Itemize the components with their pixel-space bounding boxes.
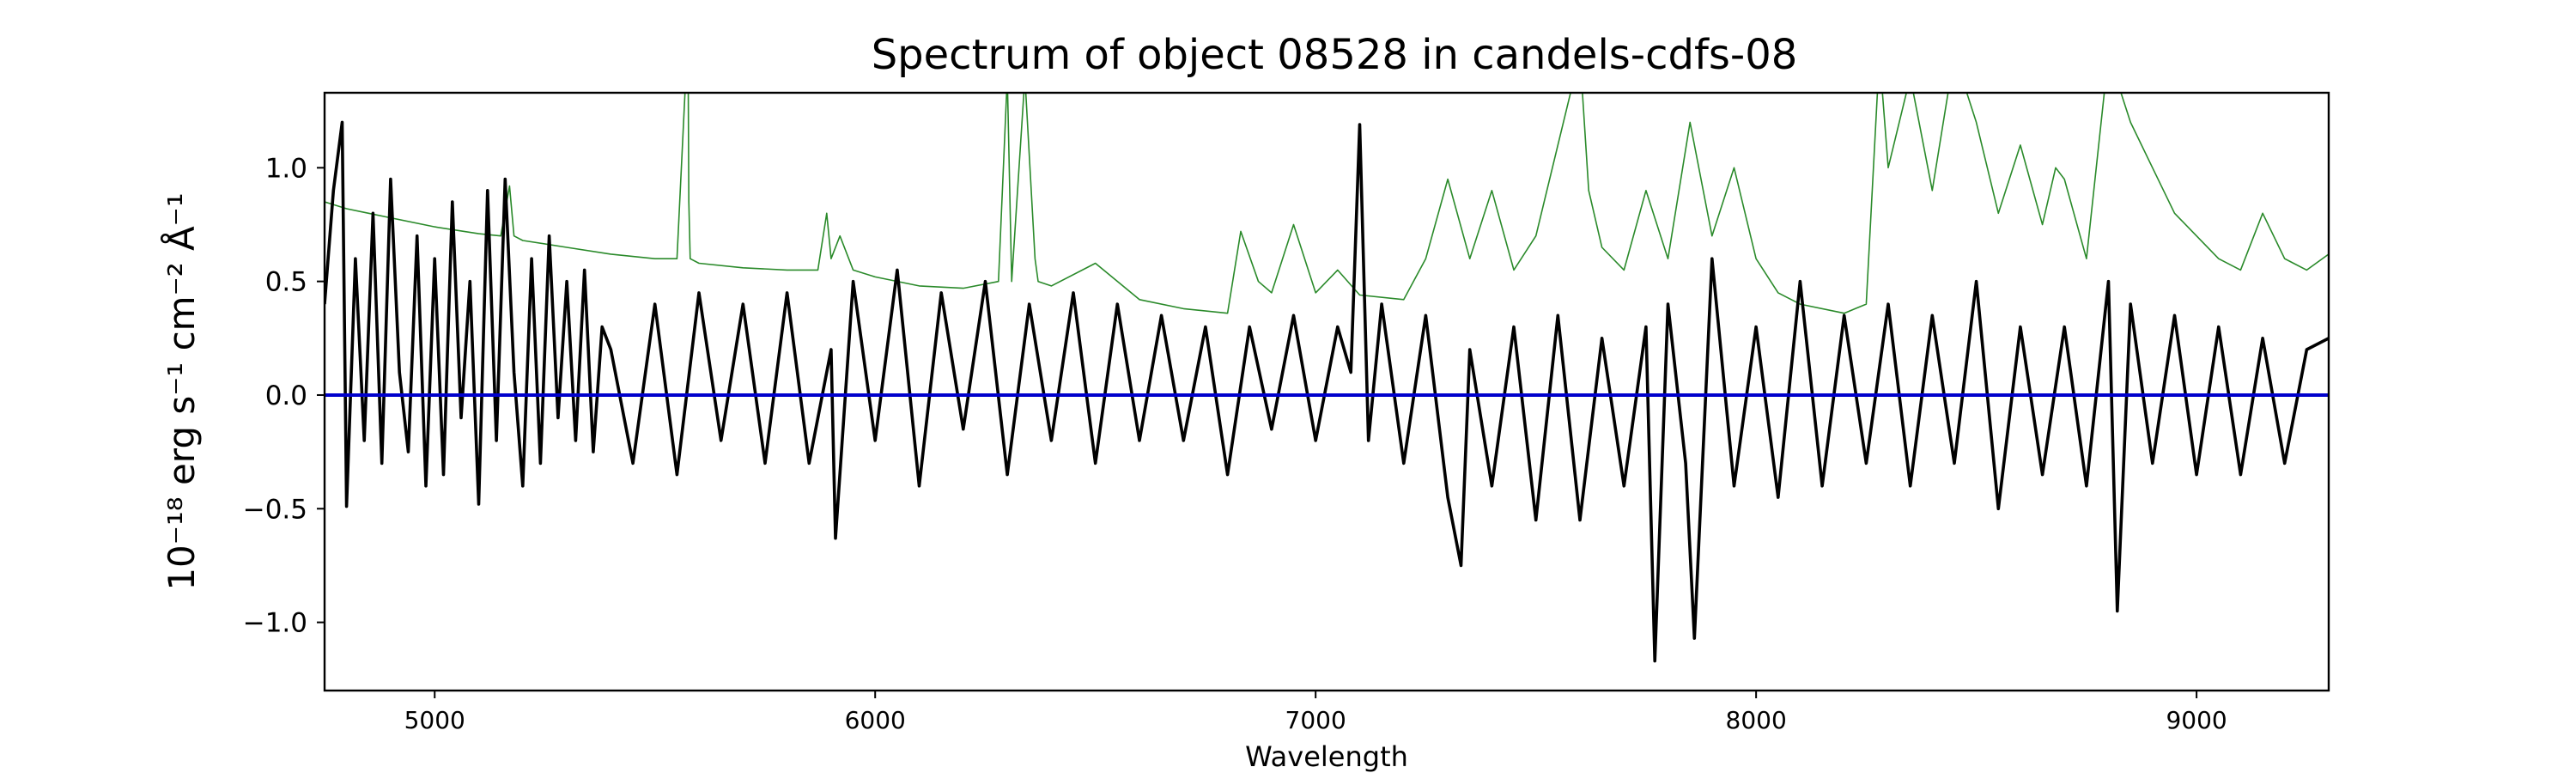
y-tick-label: 0.5: [265, 267, 307, 298]
x-tick-label: 6000: [845, 706, 906, 734]
y-axis-label: 10⁻¹⁸ erg s⁻¹ cm⁻² Å⁻¹: [160, 192, 203, 590]
flux-line: [325, 120, 2329, 663]
y-axis: 1.0 0.5 0.0 −0.5 −1.0: [243, 153, 325, 639]
y-tick-label: 1.0: [265, 153, 307, 184]
x-axis: 5000 6000 7000 8000 9000: [404, 691, 2227, 734]
x-tick-label: 7000: [1285, 706, 1346, 734]
noise-line: [325, 93, 2329, 314]
x-tick-label: 5000: [404, 706, 465, 734]
x-axis-label: Wavelength: [1245, 740, 1408, 773]
series-layer: [325, 93, 2329, 663]
y-tick-label: −0.5: [243, 494, 307, 525]
plot-frame: [323, 91, 2330, 692]
y-tick-label: −1.0: [243, 608, 307, 639]
chart-title: Spectrum of object 08528 in candels-cdfs…: [872, 31, 1798, 79]
x-tick-label: 9000: [2166, 706, 2227, 734]
y-tick-label: 0.0: [265, 380, 307, 411]
x-tick-label: 8000: [1726, 706, 1787, 734]
